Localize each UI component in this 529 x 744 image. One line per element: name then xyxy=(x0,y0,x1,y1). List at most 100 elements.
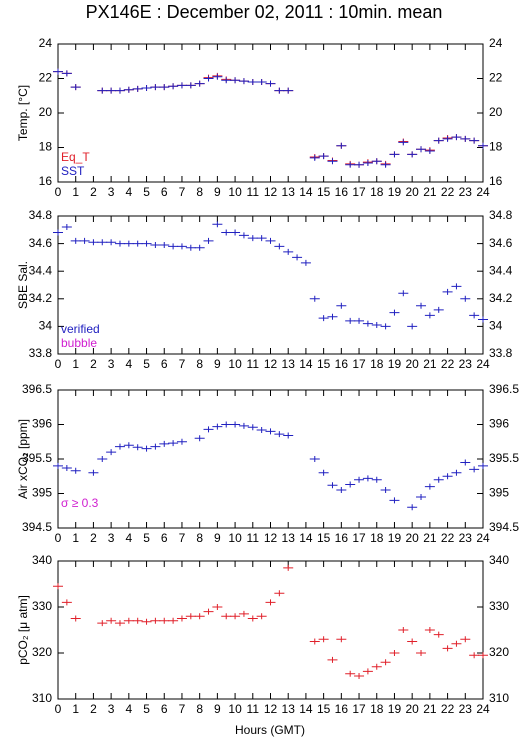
data-point xyxy=(380,659,391,666)
data-point xyxy=(460,459,471,466)
x-tick-label: 4 xyxy=(125,185,132,199)
x-tick-label: 17 xyxy=(352,702,366,716)
x-tick-label: 14 xyxy=(299,531,313,545)
x-tick-label: 17 xyxy=(352,185,366,199)
data-point xyxy=(159,440,170,447)
data-point xyxy=(398,627,409,633)
x-tick-label: 21 xyxy=(423,185,437,199)
data-point xyxy=(309,154,320,161)
data-point xyxy=(53,68,63,75)
data-point xyxy=(407,638,418,645)
y2-tick-label: 34 xyxy=(489,319,503,333)
data-point xyxy=(407,323,418,330)
data-point xyxy=(442,473,453,480)
x-tick-label: 15 xyxy=(317,531,331,545)
x-tick-label: 3 xyxy=(108,531,115,545)
y-tick-label: 20 xyxy=(39,105,53,119)
data-point xyxy=(336,636,347,643)
data-point xyxy=(274,431,285,438)
data-point xyxy=(247,615,258,622)
data-point xyxy=(132,444,143,451)
data-point xyxy=(168,243,179,250)
data-point xyxy=(203,237,214,244)
data-point xyxy=(265,428,276,435)
data-point xyxy=(300,259,311,266)
x-tick-label: 4 xyxy=(125,531,132,545)
x-tick-label: 0 xyxy=(55,185,62,199)
x-tick-label: 9 xyxy=(214,531,221,545)
data-point xyxy=(132,85,143,92)
data-point xyxy=(362,320,373,327)
y-tick-label: 395.5 xyxy=(22,451,52,465)
data-point xyxy=(283,564,294,571)
data-point xyxy=(159,84,170,91)
data-point xyxy=(221,77,232,84)
data-point xyxy=(345,317,356,324)
y-axis-label: Air xCO₂ [ppm] xyxy=(16,419,30,499)
data-point xyxy=(478,142,488,149)
data-point xyxy=(327,482,338,489)
data-point xyxy=(221,229,232,236)
data-point xyxy=(238,422,249,429)
data-point xyxy=(97,456,108,462)
data-point xyxy=(114,620,125,627)
x-tick-label: 15 xyxy=(317,702,331,716)
y2-tick-label: 310 xyxy=(489,691,509,705)
x-tick-label: 1 xyxy=(72,702,79,716)
data-point xyxy=(185,613,196,620)
x-tick-label: 11 xyxy=(247,185,260,199)
x-tick-label: 12 xyxy=(264,185,278,199)
data-point xyxy=(176,243,187,250)
x-tick-label: 0 xyxy=(55,357,62,371)
data-point xyxy=(265,80,276,87)
data-point xyxy=(70,467,81,474)
x-tick-label: 12 xyxy=(264,357,278,371)
x-tick-label: 20 xyxy=(405,185,419,199)
data-point xyxy=(433,631,444,638)
x-tick-label: 9 xyxy=(214,357,221,371)
data-point xyxy=(150,443,161,450)
x-tick-label: 20 xyxy=(405,702,419,716)
y-tick-label: 310 xyxy=(32,691,52,705)
x-tick-label: 22 xyxy=(441,702,455,716)
x-tick-label: 18 xyxy=(370,702,384,716)
y-tick-label: 396.5 xyxy=(22,382,52,396)
x-tick-label: 8 xyxy=(196,185,203,199)
x-tick-label: 11 xyxy=(247,531,260,545)
data-point xyxy=(194,613,205,620)
data-point xyxy=(159,617,170,624)
data-point xyxy=(70,84,81,91)
x-tick-label: 20 xyxy=(405,531,419,545)
y-tick-label: 34 xyxy=(39,319,53,333)
data-point xyxy=(265,237,276,244)
data-point xyxy=(230,421,241,428)
x-tick-label: 11 xyxy=(247,702,260,716)
data-point xyxy=(150,241,161,248)
x-tick-label: 3 xyxy=(108,357,115,371)
data-point xyxy=(327,158,338,165)
data-point xyxy=(407,504,418,511)
data-point xyxy=(371,476,382,483)
x-tick-label: 9 xyxy=(214,702,221,716)
data-point xyxy=(283,87,294,94)
data-point xyxy=(416,146,427,153)
x-tick-label: 2 xyxy=(90,702,97,716)
x-tick-label: 20 xyxy=(405,357,419,371)
data-point xyxy=(132,617,143,624)
data-point xyxy=(123,240,134,247)
x-tick-label: 6 xyxy=(161,702,168,716)
x-tick-label: 24 xyxy=(476,702,490,716)
x-tick-label: 16 xyxy=(335,357,349,371)
x-tick-label: 22 xyxy=(441,357,455,371)
x-tick-label: 8 xyxy=(196,357,203,371)
data-point xyxy=(380,323,391,330)
legend-label: bubble xyxy=(61,336,97,350)
x-tick-label: 13 xyxy=(282,531,296,545)
data-point xyxy=(274,87,285,94)
x-tick-label: 24 xyxy=(476,357,490,371)
x-tick-label: 10 xyxy=(228,185,242,199)
data-point xyxy=(203,426,214,433)
data-point xyxy=(389,151,400,158)
y2-tick-label: 396.5 xyxy=(489,382,519,396)
x-tick-label: 5 xyxy=(143,357,150,371)
